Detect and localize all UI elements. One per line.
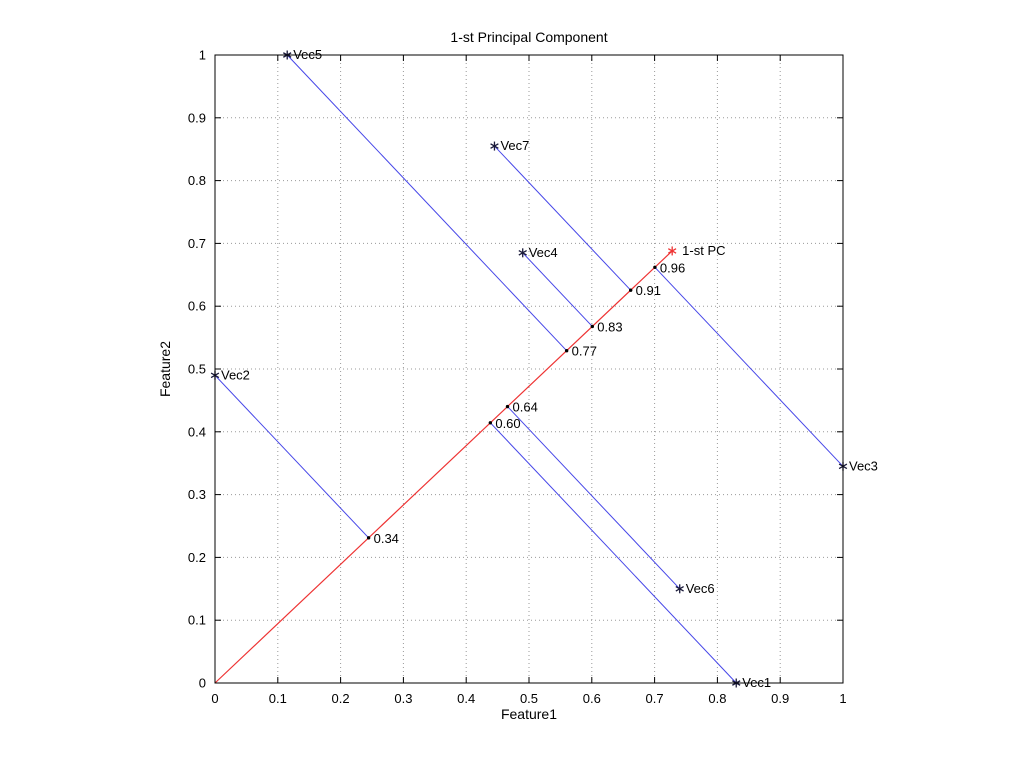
vector-marker <box>518 248 527 258</box>
x-tick-label: 0.1 <box>269 691 287 706</box>
projection-point <box>505 404 510 409</box>
y-tick-label: 0 <box>199 676 206 691</box>
projection-point <box>564 348 569 353</box>
vector-label: Vec6 <box>686 581 715 596</box>
projection-point <box>488 421 493 425</box>
projection-value-label: 0.83 <box>597 319 622 334</box>
projection-value-label: 0.64 <box>513 400 538 415</box>
projection-line <box>654 266 844 467</box>
projection-line <box>522 252 593 327</box>
x-tick-label: 0.5 <box>520 691 538 706</box>
projection-point <box>366 536 371 540</box>
tick-labels: 00 0.1 0.1 0.2 0.2 0.3 0.3 0.4 0.4 0.5 0.5 0.6 0.6 0.… <box>188 48 847 707</box>
x-tick-label: 0.2 <box>332 691 350 706</box>
vector-label: Vec3 <box>849 458 878 473</box>
x-tick-label: 1 <box>839 691 846 706</box>
x-tick-label: 0.3 <box>394 691 412 706</box>
pc-tip-marker <box>667 246 677 256</box>
y-tick-label: 1 <box>199 48 206 63</box>
vector-label: Vec7 <box>500 138 529 153</box>
x-tick-label: 0.9 <box>771 691 789 706</box>
vector-marker <box>490 141 499 151</box>
projection-line <box>494 145 632 291</box>
projection-value-label: 0.77 <box>572 344 597 359</box>
projection-line <box>214 374 369 539</box>
projection-point <box>653 265 657 269</box>
x-tick-label: 0.6 <box>583 691 601 706</box>
chart-title: 1-st Principal Component <box>450 29 607 45</box>
x-tick-label: 0.7 <box>646 691 664 706</box>
y-tick-label: 0.5 <box>188 362 206 377</box>
vector-marker <box>675 584 684 594</box>
vector-label: Vec4 <box>529 245 558 260</box>
vector-label: Vec2 <box>221 367 250 382</box>
x-tick-label: 0.4 <box>457 691 475 706</box>
y-tick-label: 0.3 <box>188 487 206 502</box>
projection-value-label: 0.60 <box>495 416 520 431</box>
projection-lines <box>214 54 844 684</box>
projection-value-label: 0.96 <box>660 260 685 275</box>
projection-line <box>286 54 568 352</box>
projection-value-label: 0.91 <box>636 283 661 298</box>
chart-generated-layer: 0.600.340.960.830.770.640.91Vec1Vec2Vec3… <box>188 47 878 706</box>
x-tick-label: 0 <box>211 691 218 706</box>
y-tick-label: 0.1 <box>188 613 206 628</box>
projection-line <box>489 422 737 684</box>
pc-line <box>214 250 673 684</box>
y-tick-label: 0.7 <box>188 236 206 251</box>
projection-line <box>507 406 681 590</box>
y-tick-label: 0.4 <box>188 424 206 439</box>
projection-point <box>628 288 633 292</box>
x-tick-label: 0.8 <box>708 691 726 706</box>
y-axis-label: Feature2 <box>157 341 173 397</box>
y-tick-label: 0.6 <box>188 299 206 314</box>
y-tick-label: 0.8 <box>188 173 206 188</box>
y-tick-label: 0.2 <box>188 550 206 565</box>
projection-point <box>590 324 595 329</box>
ticks <box>214 54 844 684</box>
y-tick-label: 0.9 <box>188 110 206 125</box>
pc-label: 1-st PC <box>682 243 725 258</box>
x-axis-label: Feature1 <box>501 706 557 722</box>
grid <box>215 55 843 683</box>
projection-value-label: 0.34 <box>374 531 399 546</box>
